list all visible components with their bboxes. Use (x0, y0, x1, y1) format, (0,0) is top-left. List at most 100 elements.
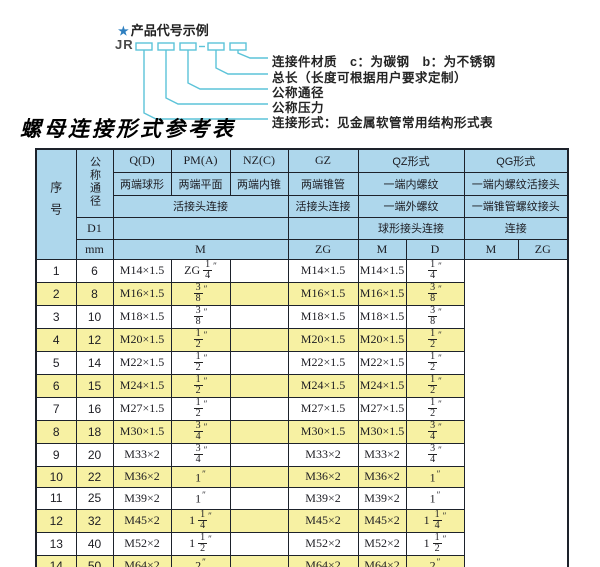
m-thread-cell: M20×1.5 (112, 327, 172, 352)
m-thread-cell: M45×2 (112, 508, 172, 533)
code-prefix: JR (115, 37, 134, 52)
qg-zg-cell: 1 2 ″ (405, 396, 465, 421)
qz-d-cell: M39×2 (287, 487, 359, 510)
diameter-cell: 10 (75, 304, 114, 329)
table-row: 7 16 M27×1.5 1 2 ″ M27×1.5 M27×1.5 1 2 ″ (35, 396, 568, 421)
code-box-1 (135, 42, 153, 51)
m-thread-cell: M52×2 (112, 531, 172, 556)
zg-size-cell: 1 1 2 ″ (170, 531, 231, 556)
m-thread-cell: M22×1.5 (112, 350, 172, 375)
header-q-d: Q(D) (112, 148, 172, 173)
zg-size-cell: 1″ (170, 465, 231, 488)
qg-zg-cell: 3 8 ″ (405, 304, 465, 329)
header-qz-desc: 一端内螺纹 (357, 171, 465, 196)
seq-cell: 4 (35, 327, 77, 352)
qg-m-cell: M18×1.5 (357, 304, 407, 329)
zg-size-cell: 1 2 ″ (170, 373, 231, 398)
diameter-cell: 20 (75, 442, 114, 467)
qz-d-cell: M22×1.5 (287, 350, 359, 375)
connector-line-form (143, 50, 268, 120)
qg-zg-cell: 3 8 ″ (405, 281, 465, 306)
qg-m-cell: M45×2 (357, 508, 407, 533)
header-qz-desc2: 一端外螺纹 (357, 194, 465, 218)
m-thread-cell: M24×1.5 (112, 373, 172, 398)
diameter-cell: 22 (75, 465, 114, 488)
qz-d-cell: M45×2 (287, 508, 359, 533)
qz-m-cell (229, 258, 289, 283)
zg-size-cell: ZG 1 4 ″ (170, 258, 231, 283)
header-nominal-diameter: 公称通径 (75, 148, 114, 218)
qz-m-cell (229, 350, 289, 375)
qz-d-cell: M30×1.5 (287, 419, 359, 444)
zg-size-cell: 3 4 ″ (170, 442, 231, 467)
table-row: 1 6 M14×1.5 ZG 1 4 ″ M14×1.5 M14×1.5 1 4 ″ (35, 258, 568, 283)
qz-m-cell (229, 396, 289, 421)
qz-d-cell: M24×1.5 (287, 373, 359, 398)
connector-line-pressure (165, 50, 268, 105)
header-gz-desc: 两端锥管 (287, 171, 359, 196)
qz-m-cell (229, 487, 289, 510)
header-qg-desc3: 连接 (463, 216, 569, 240)
qg-m-cell: M64×2 (357, 554, 407, 567)
zg-size-cell: 3 8 ″ (170, 304, 231, 329)
zg-size-cell: 1 2 ″ (170, 327, 231, 352)
header-unit-qg-zg: ZG (517, 238, 569, 260)
diameter-cell: 32 (75, 508, 114, 533)
seq-cell: 9 (35, 442, 77, 467)
connector-line-material (237, 50, 268, 59)
header-nz-c-desc: 两端内锥 (229, 171, 289, 196)
diameter-cell: 14 (75, 350, 114, 375)
legend-label-length: 总长（长度可根据用户要求定制） (272, 71, 468, 85)
header-empty-left (112, 216, 289, 240)
qg-m-cell: M22×1.5 (357, 350, 407, 375)
legend-label-form: 连接形式：见金属软管常用结构形式表 (272, 116, 494, 130)
qg-m-cell: M33×2 (357, 442, 407, 467)
table-row: 10 22 M36×2 1″ M36×2 M36×2 1″ (35, 465, 568, 488)
zg-size-cell: 1 2 ″ (170, 350, 231, 375)
diameter-cell: 16 (75, 396, 114, 421)
star-icon: ★ (118, 24, 129, 38)
table-row: 12 32 M45×2 1 1 4 ″ M45×2 M45×2 1 1 4 ″ (35, 508, 568, 533)
qg-m-cell: M36×2 (357, 465, 407, 488)
m-thread-cell: M36×2 (112, 465, 172, 488)
qg-m-cell: M20×1.5 (357, 327, 407, 352)
qz-m-cell (229, 531, 289, 556)
qg-m-cell: M52×2 (357, 531, 407, 556)
seq-cell: 11 (35, 487, 77, 510)
qz-m-cell (229, 442, 289, 467)
table-row: 9 20 M33×2 3 4 ″ M33×2 M33×2 3 4 ″ (35, 442, 568, 467)
zg-size-cell: 2″ (170, 554, 231, 567)
qz-d-cell: M64×2 (287, 554, 359, 567)
qz-m-cell (229, 327, 289, 352)
table-row: 4 12 M20×1.5 1 2 ″ M20×1.5 M20×1.5 1 2 ″ (35, 327, 568, 352)
seq-cell: 3 (35, 304, 77, 329)
header-union-left: 活接头连接 (112, 194, 289, 218)
qg-zg-cell: 2″ (405, 554, 465, 567)
header-q-d-desc: 两端球形 (112, 171, 172, 196)
qg-m-cell: M27×1.5 (357, 396, 407, 421)
seq-cell: 13 (35, 531, 77, 556)
header-union-gz: 活接头连接 (287, 194, 359, 218)
qz-m-cell (229, 465, 289, 488)
header-pm-a-desc: 两端平面 (170, 171, 231, 196)
header-unit-m: M (112, 238, 289, 260)
header-unit-zg: ZG (287, 238, 359, 260)
seq-cell: 10 (35, 465, 77, 488)
header-qz-desc3: 球形接头连接 (357, 216, 465, 240)
qg-zg-cell: 1″ (405, 465, 465, 488)
header-seq: 序号 (35, 148, 77, 260)
seq-cell: 1 (35, 258, 77, 283)
zg-size-cell: 3 4 ″ (170, 419, 231, 444)
legend-label-pressure: 公称压力 (272, 101, 325, 115)
seq-cell: 8 (35, 419, 77, 444)
legend-label-diameter: 公称通径 (272, 86, 325, 100)
table-row: 2 8 M16×1.5 3 8 ″ M16×1.5 M16×1.5 3 8 ″ (35, 281, 568, 306)
diameter-cell: 18 (75, 419, 114, 444)
qz-d-cell: M36×2 (287, 465, 359, 488)
table-row: 8 18 M30×1.5 3 4 ″ M30×1.5 M30×1.5 3 4 ″ (35, 419, 568, 444)
code-box-5 (229, 42, 247, 51)
diameter-cell: 8 (75, 281, 114, 306)
qz-m-cell (229, 419, 289, 444)
qg-zg-cell: 1 2 ″ (405, 327, 465, 352)
qz-d-cell: M16×1.5 (287, 281, 359, 306)
